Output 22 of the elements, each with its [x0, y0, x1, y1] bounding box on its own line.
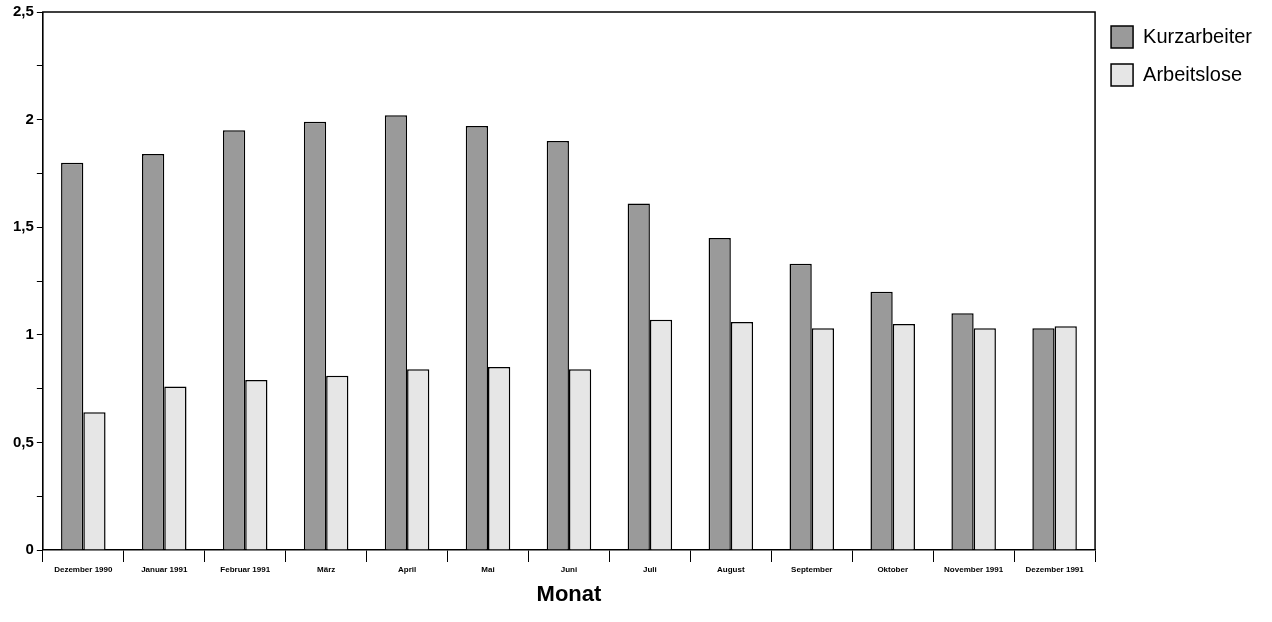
x-tick-label: April	[397, 565, 417, 574]
y-tick-label: 0,5	[12, 432, 34, 450]
x-tick-label: Dezember 1990	[54, 565, 113, 574]
y-tick-label: 1,5	[12, 217, 34, 235]
x-tick-label: März	[317, 565, 336, 574]
x-tick-label: September	[791, 565, 833, 574]
x-tick-label: Januar 1991	[141, 565, 188, 574]
x-tick-label: August	[717, 565, 745, 574]
x-tick-label: Dezember 1991	[1025, 565, 1085, 574]
x-tick-label: Oktober	[877, 565, 909, 574]
x-tick-label: November 1991	[944, 565, 1004, 574]
y-tick-label: 2,5	[12, 2, 34, 20]
x-tick-label: Mai	[481, 565, 495, 574]
x-tick-label: Februar 1991	[220, 565, 271, 574]
legend-label: Arbeitslose	[1143, 62, 1242, 85]
x-tick-label: Juli	[643, 565, 657, 574]
y-tick-label: 1	[25, 324, 34, 342]
y-tick-label: 2	[25, 109, 34, 127]
y-tick-label: 0	[25, 540, 34, 558]
x-tick-label: Juni	[560, 565, 578, 574]
legend-label: Kurzarbeiter	[1143, 24, 1253, 47]
x-axis-title: Monat	[536, 580, 603, 606]
